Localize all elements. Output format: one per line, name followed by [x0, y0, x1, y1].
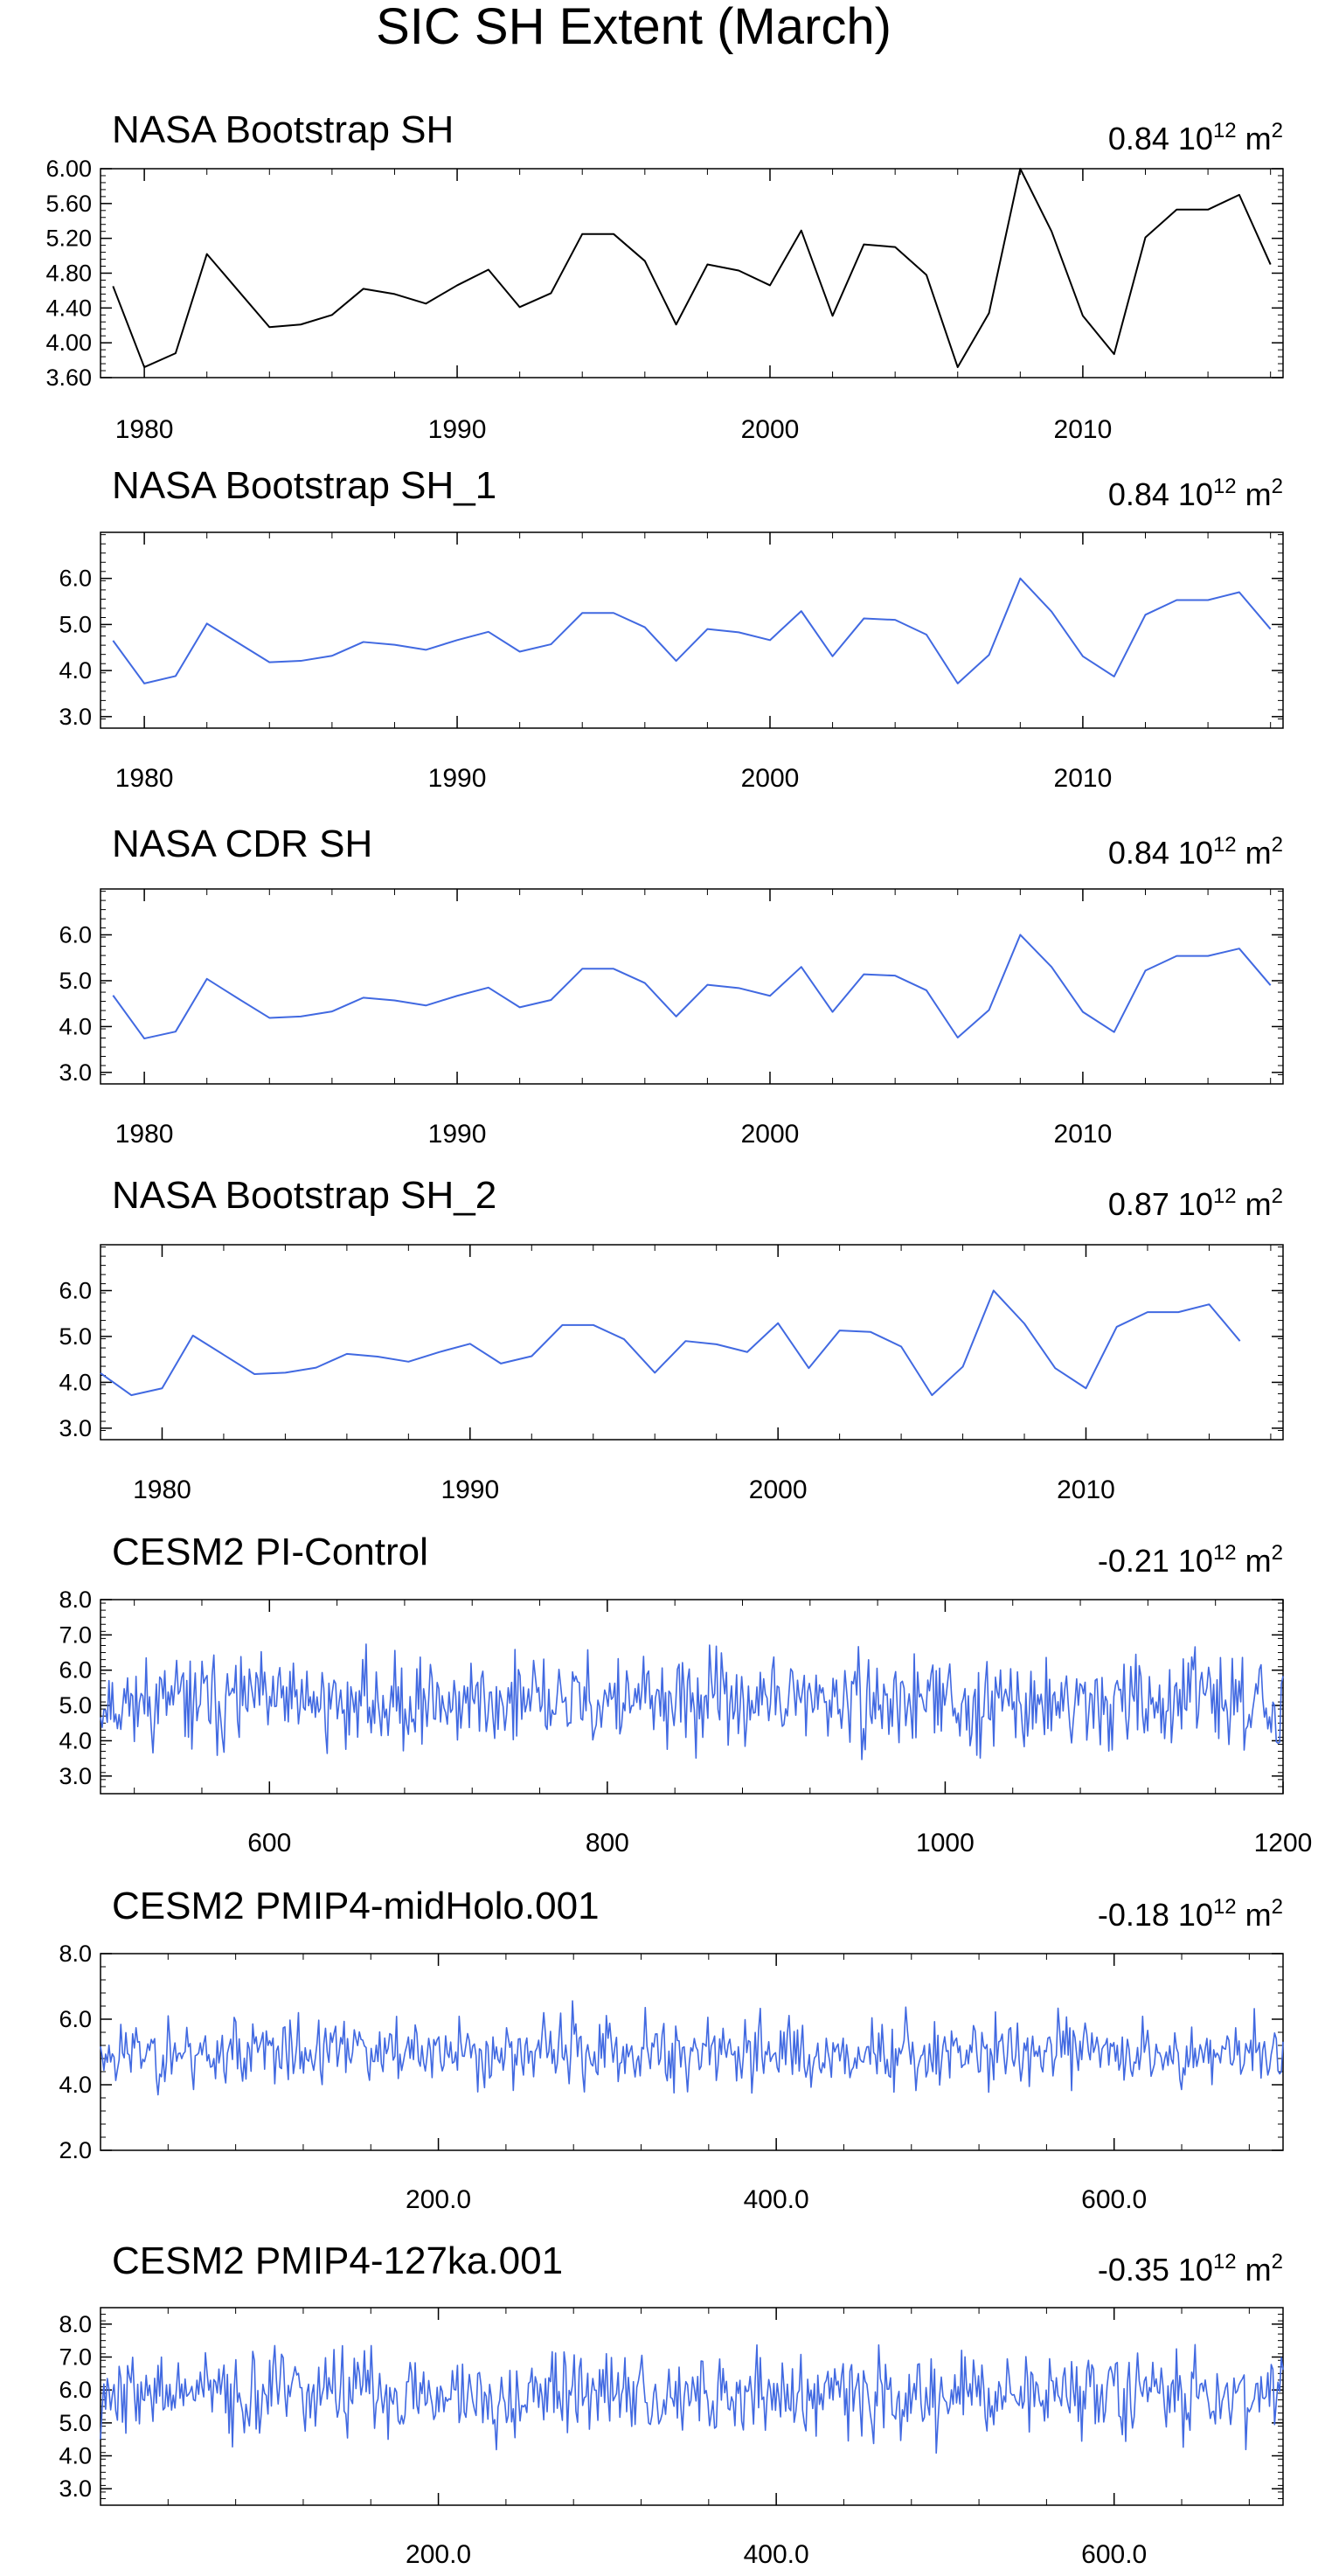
x-tick-label: 2000: [741, 1120, 800, 1149]
x-tick-label: 1990: [441, 1475, 499, 1504]
plot-frame: [100, 1244, 1284, 1441]
x-tick-label: 800: [586, 1829, 629, 1857]
figure-title: SIC SH Extent (March): [376, 0, 891, 55]
stat-label: 0.84 1012 m2: [1108, 475, 1283, 512]
stat-label: 0.84 1012 m2: [1108, 119, 1283, 156]
plot-frame: [100, 888, 1284, 1085]
y-tick-label: 6.0: [59, 2006, 92, 2032]
panel-6: CESM2 PMIP4-midHolo.001 -0.18 1012 m2 2.0 4…: [59, 1885, 1284, 2214]
y-tick-label: 7.0: [59, 1621, 92, 1648]
x-tick-label: 1980: [133, 1475, 191, 1504]
y-tick-label: 6.0: [59, 566, 92, 592]
series-line: [112, 168, 1272, 369]
y-tick-label: 3.60: [45, 365, 92, 391]
panel-2: NASA Bootstrap SH_1 0.84 1012 m2 3.0 4.0 5.0…: [59, 464, 1284, 793]
stat-label: 0.87 1012 m2: [1108, 1184, 1283, 1222]
y-tick-label: 4.80: [45, 260, 92, 287]
x-tick-label: 400.0: [744, 2185, 809, 2214]
y-tick-label: 8.0: [59, 1941, 92, 1967]
y-tick-label: 3.0: [59, 1763, 92, 1789]
y-tick-label: 3.0: [59, 2475, 92, 2502]
x-tick-label: 1200: [1254, 1829, 1313, 1857]
panel-title: NASA Bootstrap SH: [112, 108, 454, 151]
series-line: [100, 2343, 1284, 2454]
x-tick-label: 1000: [916, 1829, 975, 1857]
x-tick-label: 600.0: [1081, 2185, 1147, 2214]
plot-frame: [100, 168, 1284, 378]
y-tick-label: 8.0: [59, 1587, 92, 1613]
stat-label: 0.84 1012 m2: [1108, 833, 1283, 871]
x-tick-label: 1990: [428, 764, 487, 793]
panel-title: NASA CDR SH: [112, 823, 372, 865]
y-tick-label: 6.0: [59, 2377, 92, 2403]
y-tick-label: 4.0: [59, 2443, 92, 2469]
panel-5: CESM2 PI-Control -0.21 1012 m2 3.0 4.0 5.0 6.…: [59, 1531, 1312, 1857]
x-tick-label: 2010: [1057, 1475, 1115, 1504]
y-tick-label: 5.0: [59, 611, 92, 637]
y-tick-label: 7.0: [59, 2344, 92, 2371]
y-tick-label: 4.0: [59, 1369, 92, 1395]
y-tick-label: 5.0: [59, 1692, 92, 1718]
x-tick-label: 1980: [115, 415, 174, 444]
y-tick-label: 5.60: [45, 191, 92, 217]
panel-title: CESM2 PI-Control: [112, 1531, 428, 1573]
y-tick-label: 5.0: [59, 968, 92, 994]
panel-3: NASA CDR SH 0.84 1012 m2 3.0 4.0 5.0 6.0 1980 1…: [59, 823, 1284, 1149]
x-tick-label: 2000: [749, 1475, 808, 1504]
x-tick-label: 1990: [428, 1120, 487, 1149]
y-tick-label: 3.0: [59, 704, 92, 730]
y-tick-label: 6.0: [59, 921, 92, 948]
x-tick-label: 2000: [741, 764, 800, 793]
x-tick-label: 2010: [1054, 1120, 1113, 1149]
plot-frame: [100, 1953, 1284, 2151]
y-tick-label: 5.0: [59, 1323, 92, 1350]
x-tick-label: 200.0: [406, 2185, 471, 2214]
x-tick-label: 1990: [428, 415, 487, 444]
series-line: [100, 1289, 1241, 1397]
series-line: [112, 577, 1272, 684]
series-line: [100, 1643, 1284, 1760]
x-tick-label: 1980: [115, 1120, 174, 1149]
y-tick-label: 4.0: [59, 2072, 92, 2098]
y-tick-label: 2.0: [59, 2137, 92, 2163]
y-tick-label: 6.0: [59, 1657, 92, 1684]
series-line: [112, 934, 1272, 1040]
y-tick-label: 4.0: [59, 1727, 92, 1753]
x-tick-label: 1980: [115, 764, 174, 793]
panel-title: NASA Bootstrap SH_2: [112, 1174, 496, 1217]
y-tick-label: 4.0: [59, 657, 92, 684]
y-tick-label: 4.0: [59, 1013, 92, 1039]
y-tick-label: 5.20: [45, 226, 92, 252]
y-tick-label: 4.40: [45, 295, 92, 321]
x-tick-label: 200.0: [406, 2540, 471, 2569]
x-tick-label: 600: [247, 1829, 291, 1857]
stat-label: -0.35 1012 m2: [1098, 2250, 1283, 2288]
y-tick-label: 4.00: [45, 330, 92, 356]
panel-title: CESM2 PMIP4-midHolo.001: [112, 1885, 600, 1927]
panel-7: CESM2 PMIP4-127ka.001 -0.35 1012 m2 3.0 4.0…: [59, 2239, 1284, 2569]
plot-frame: [100, 531, 1284, 729]
panel-title: CESM2 PMIP4-127ka.001: [112, 2239, 563, 2282]
stat-label: -0.18 1012 m2: [1098, 1895, 1283, 1933]
y-tick-label: 3.0: [59, 1415, 92, 1441]
panel-1: NASA Bootstrap SH 0.84 1012 m2 3.60 4.00 4.4…: [45, 108, 1284, 444]
series-line: [100, 2000, 1284, 2096]
x-tick-label: 2010: [1054, 764, 1113, 793]
y-tick-label: 6.0: [59, 1277, 92, 1303]
x-tick-label: 2000: [741, 415, 800, 444]
x-tick-label: 400.0: [744, 2540, 809, 2569]
plot-frame: [100, 1599, 1284, 1795]
x-tick-label: 2010: [1054, 415, 1113, 444]
y-tick-label: 6.00: [45, 156, 92, 182]
y-tick-label: 3.0: [59, 1059, 92, 1086]
x-tick-label: 600.0: [1081, 2540, 1147, 2569]
y-tick-label: 8.0: [59, 2311, 92, 2337]
panel-4: NASA Bootstrap SH_2 0.87 1012 m2 3.0 4.0 5.0…: [59, 1174, 1284, 1504]
panel-title: NASA Bootstrap SH_1: [112, 464, 496, 507]
y-tick-label: 5.0: [59, 2410, 92, 2436]
stat-label: -0.21 1012 m2: [1098, 1541, 1283, 1579]
